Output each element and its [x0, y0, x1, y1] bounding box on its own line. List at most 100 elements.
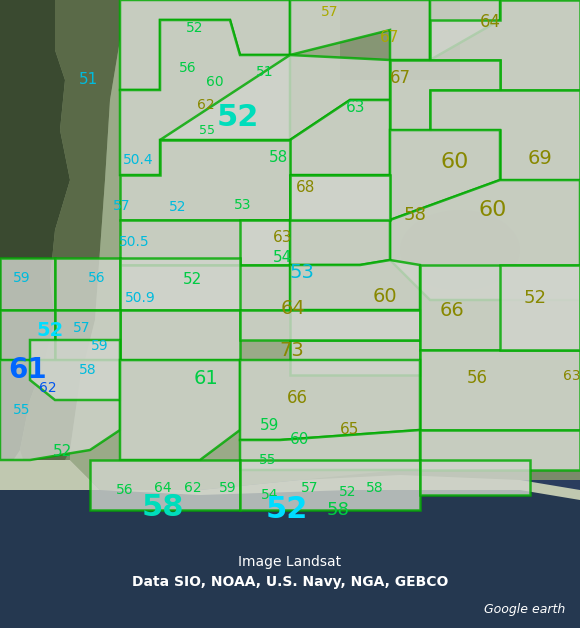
Text: 52: 52 [339, 485, 357, 499]
Polygon shape [430, 0, 580, 90]
Bar [340, 0, 460, 80]
Text: 55: 55 [13, 403, 31, 417]
Text: 58: 58 [404, 206, 426, 224]
Text: 55: 55 [199, 124, 215, 136]
Text: 63: 63 [273, 230, 293, 246]
Text: 52: 52 [183, 273, 202, 288]
Text: 53: 53 [289, 264, 314, 283]
Text: 67: 67 [380, 31, 400, 45]
Text: 65: 65 [340, 423, 360, 438]
Polygon shape [20, 0, 120, 480]
Polygon shape [390, 130, 500, 220]
Text: 54: 54 [261, 488, 279, 502]
Polygon shape [290, 175, 390, 220]
Ellipse shape [400, 210, 520, 290]
Polygon shape [0, 310, 55, 360]
Polygon shape [290, 220, 390, 265]
Polygon shape [120, 20, 290, 175]
Polygon shape [120, 258, 240, 310]
Polygon shape [120, 0, 290, 90]
Polygon shape [160, 55, 390, 140]
Polygon shape [500, 265, 580, 350]
Text: 60: 60 [291, 433, 310, 448]
Polygon shape [55, 310, 120, 360]
Text: Image Landsat: Image Landsat [238, 555, 342, 569]
Text: Google earth: Google earth [484, 604, 566, 617]
Bar [0, 480, 580, 628]
Text: 57: 57 [301, 481, 319, 495]
Text: 61: 61 [9, 356, 48, 384]
Polygon shape [430, 0, 500, 60]
Text: 66: 66 [287, 389, 307, 407]
Text: 57: 57 [73, 321, 90, 335]
Polygon shape [90, 460, 240, 510]
Polygon shape [240, 460, 420, 510]
Text: 60: 60 [479, 200, 507, 220]
Text: 60: 60 [441, 152, 469, 172]
Text: 68: 68 [296, 180, 316, 195]
Polygon shape [430, 90, 580, 180]
Polygon shape [390, 60, 500, 130]
Text: 64: 64 [281, 298, 306, 318]
Text: 58: 58 [269, 151, 288, 166]
Text: 58: 58 [79, 363, 97, 377]
Polygon shape [290, 100, 390, 175]
Text: 62: 62 [184, 481, 202, 495]
Polygon shape [120, 220, 290, 265]
Polygon shape [240, 310, 420, 340]
Text: 52: 52 [217, 104, 259, 133]
Text: 66: 66 [440, 301, 465, 320]
Text: 56: 56 [88, 271, 106, 285]
Text: 63: 63 [563, 369, 580, 383]
Text: 58: 58 [142, 494, 184, 522]
Text: 57: 57 [321, 5, 339, 19]
Text: 56: 56 [466, 369, 488, 387]
Text: 53: 53 [234, 198, 252, 212]
Text: 50.9: 50.9 [125, 291, 155, 305]
Text: 57: 57 [113, 199, 130, 213]
Polygon shape [290, 175, 390, 220]
Polygon shape [30, 340, 120, 400]
Polygon shape [0, 490, 580, 628]
Polygon shape [420, 265, 580, 350]
Text: 69: 69 [528, 148, 552, 168]
Polygon shape [120, 310, 240, 360]
Text: 59: 59 [91, 339, 109, 353]
Text: 67: 67 [390, 69, 411, 87]
Text: 73: 73 [280, 340, 304, 359]
Text: 52: 52 [266, 495, 308, 524]
Polygon shape [240, 430, 420, 470]
Text: 59: 59 [260, 418, 280, 433]
Polygon shape [240, 360, 420, 440]
Text: 56: 56 [116, 483, 134, 497]
Text: 58: 58 [327, 501, 349, 519]
Polygon shape [0, 360, 120, 460]
Polygon shape [420, 430, 580, 470]
Polygon shape [120, 360, 240, 460]
Text: 58: 58 [366, 481, 384, 495]
Text: 50.5: 50.5 [119, 235, 149, 249]
Polygon shape [420, 350, 580, 430]
Text: 64: 64 [154, 481, 172, 495]
Polygon shape [55, 258, 120, 310]
Text: 55: 55 [259, 453, 277, 467]
Text: Data SIO, NOAA, U.S. Navy, NGA, GEBCO: Data SIO, NOAA, U.S. Navy, NGA, GEBCO [132, 575, 448, 589]
Polygon shape [290, 340, 420, 375]
Polygon shape [390, 180, 580, 300]
Text: 51: 51 [78, 72, 97, 87]
Text: 52: 52 [37, 320, 64, 340]
Text: 61: 61 [194, 369, 219, 387]
Polygon shape [70, 0, 580, 490]
Polygon shape [240, 220, 290, 265]
Text: 52: 52 [52, 445, 71, 460]
Text: 62: 62 [197, 98, 215, 112]
Text: 59: 59 [219, 481, 237, 495]
Text: 51: 51 [256, 65, 274, 79]
Polygon shape [120, 140, 290, 220]
Polygon shape [120, 265, 290, 310]
Text: 52: 52 [524, 289, 546, 307]
Polygon shape [0, 460, 580, 628]
Text: 64: 64 [480, 13, 501, 31]
Text: 62: 62 [39, 381, 57, 395]
Polygon shape [0, 0, 70, 480]
